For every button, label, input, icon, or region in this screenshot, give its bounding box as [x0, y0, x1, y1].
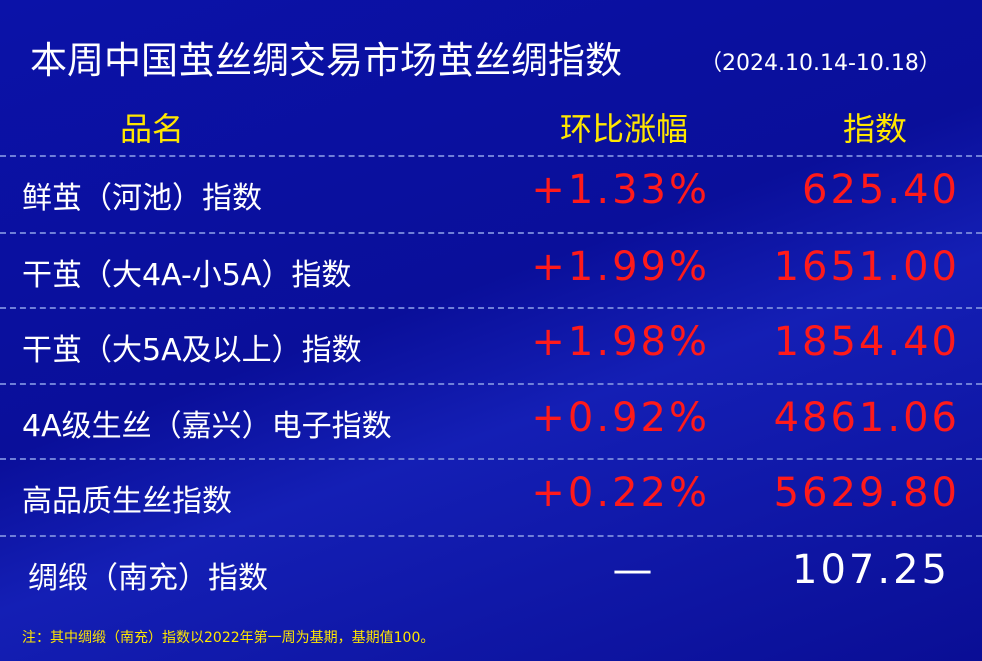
item-name: 绸缎（南充）指数 [28, 561, 268, 596]
index-value: 1854.40 [773, 319, 960, 365]
change-value: +1.99% [531, 244, 710, 290]
index-value: 625.40 [802, 167, 960, 213]
change-value: +1.33% [531, 167, 710, 213]
item-name: 干茧（大5A及以上）指数 [22, 333, 362, 368]
row-separator [0, 155, 982, 157]
row-separator [0, 383, 982, 385]
index-value: 1651.00 [773, 244, 960, 290]
item-name: 高品质生丝指数 [22, 484, 232, 519]
index-value: 4861.06 [773, 395, 960, 441]
change-value: — [612, 547, 653, 593]
column-header: 指数 [843, 110, 908, 148]
change-value: +0.22% [531, 470, 710, 516]
index-value: 5629.80 [773, 470, 960, 516]
item-name: 鲜茧（河池）指数 [22, 181, 262, 216]
title: 本周中国茧丝绸交易市场茧丝绸指数 [30, 39, 622, 82]
change-value: +0.92% [531, 395, 710, 441]
footnote: 注：其中绸缎（南充）指数以2022年第一周为基期，基期值100。 [22, 630, 435, 646]
column-header: 品名 [120, 110, 185, 148]
index-value: 107.25 [792, 547, 950, 593]
row-separator [0, 307, 982, 309]
column-header: 环比涨幅 [560, 110, 689, 148]
date-range: （2024.10.14-10.18） [700, 51, 941, 76]
item-name: 干茧（大4A-小5A）指数 [22, 258, 352, 293]
row-separator [0, 232, 982, 234]
item-name: 4A级生丝（嘉兴）电子指数 [22, 409, 392, 444]
change-value: +1.98% [531, 319, 710, 365]
row-separator [0, 458, 982, 460]
row-separator [0, 535, 982, 537]
